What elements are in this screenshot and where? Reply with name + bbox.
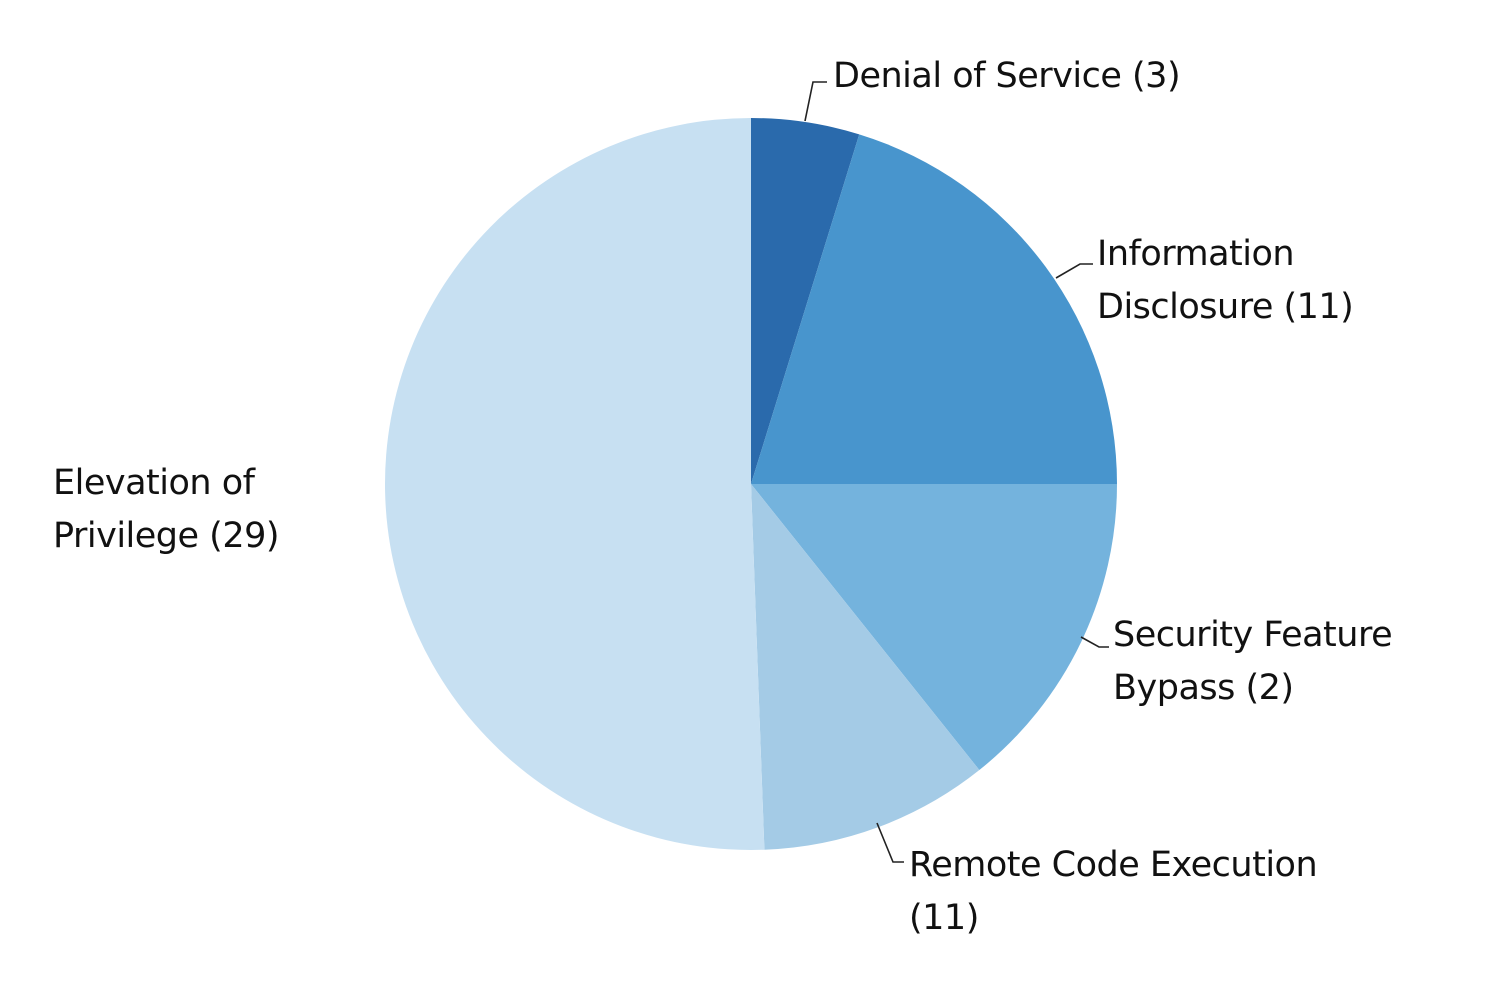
leader-line-sfb: [1080, 636, 1109, 648]
slice-information-disclosure: [751, 134, 1117, 485]
leader-line-info: [1055, 263, 1093, 279]
leader-lines: [804, 81, 1109, 863]
slice-security-feature-bypass: [751, 484, 1117, 771]
slice-denial-of-service: [751, 118, 860, 484]
leader-line-rce: [876, 822, 904, 863]
pie-slices: [384, 118, 1117, 850]
label-security-feature-bypass: Security Feature Bypass (2): [1113, 615, 1393, 708]
label-elevation-of-privilege: Elevation of Privilege (29): [53, 463, 280, 556]
label-remote-code-execution: Remote Code Execution (11): [909, 845, 1318, 938]
label-information-disclosure: Information Disclosure (11): [1097, 234, 1354, 327]
slice-elevation-of-privilege: [384, 118, 765, 850]
slice-remote-code-execution: [751, 484, 980, 850]
label-denial-of-service: Denial of Service (3): [833, 56, 1181, 96]
leader-line-dos: [804, 81, 827, 122]
